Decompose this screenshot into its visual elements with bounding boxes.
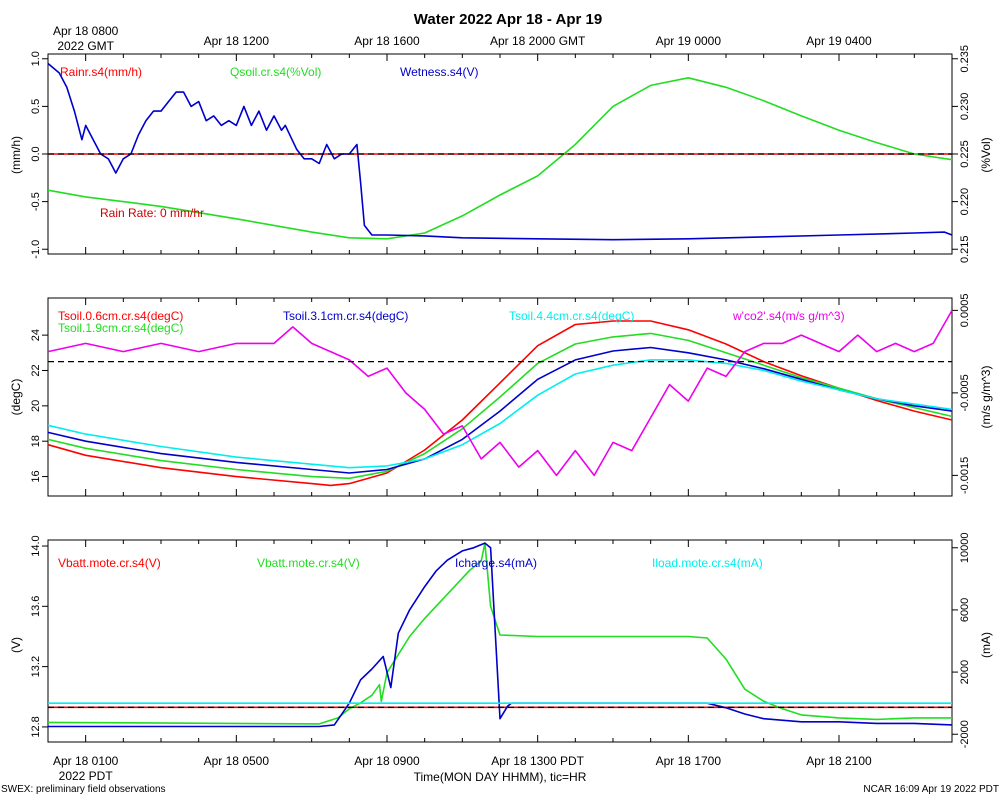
y2-tick-label: -2000 — [959, 720, 971, 748]
footer-left: SWEX: preliminary field observations — [1, 784, 166, 795]
y-tick-label: 1.0 — [30, 51, 42, 66]
y-tick-label: 22 — [30, 364, 42, 376]
panel-mote-power: 14.0 13.6 13.2 12.8 10000 6000 2000 -2000 (V) (mA… — [9, 532, 993, 748]
series-line-cyan — [47, 359, 953, 469]
legend-entry: Tsoil.1.9cm.cr.s4(degC) — [58, 321, 183, 335]
y-tick-label: 14.0 — [30, 535, 42, 556]
legend-entry: Tsoil.4.4cm.cr.s4(degC) — [509, 309, 634, 323]
panels: 1.0 0.5 0.0 -0.5 -1.0 0.235 0.230 0.225 0.220 0.2… — [9, 45, 993, 748]
legend-entry: Tsoil.0.6cm.cr.s4(degC) — [58, 309, 183, 323]
series-line-magenta — [47, 310, 953, 477]
series-line-blue — [48, 542, 953, 728]
top-tick-label: Apr 19 0400 — [806, 34, 872, 48]
bottom-tick-label: Apr 18 0900 — [354, 754, 420, 768]
bottom-tick-label: Apr 18 1300 PDT — [491, 754, 584, 768]
top-tick-label: Apr 18 1200 — [204, 34, 270, 48]
panel-soil-temperature: 24 22 20 18 16 0.0005 -0.0005 -0.0015 (degC) (m/s… — [9, 294, 993, 497]
panel-water: 1.0 0.5 0.0 -0.5 -1.0 0.235 0.230 0.225 0.220 0.2… — [9, 45, 993, 263]
legend-entry: Wetness.s4(V) — [400, 65, 478, 79]
y-tick-label: -1.0 — [30, 240, 42, 259]
top-tick-label: Apr 18 2000 GMT — [490, 34, 586, 48]
y-tick-label: 24 — [30, 329, 42, 341]
y2-axis-label: (mA) — [979, 632, 993, 658]
legend-entry: Iload.mote.cr.s4(mA) — [652, 556, 763, 570]
y2-tick-label: 0.0005 — [959, 294, 971, 328]
series-line-green — [47, 542, 952, 725]
series-line-red — [47, 320, 953, 487]
y2-tick-label: 0.220 — [959, 188, 971, 216]
y-tick-label: -0.5 — [30, 192, 42, 211]
top-tick-label: Apr 18 0800 — [53, 24, 119, 38]
legend-entry: Qsoil.cr.s4(%Vol) — [230, 65, 321, 79]
legend-entry: Vbatt.mote.cr.s4(V) — [257, 556, 360, 570]
y2-tick-label: 0.225 — [959, 140, 971, 168]
y2-tick-label: 0.215 — [959, 235, 971, 263]
series-line-green — [47, 332, 953, 480]
y-tick-label: 12.8 — [30, 716, 42, 737]
y-tick-label: 0.0 — [30, 146, 42, 161]
legend-entry: Vbatt.mote.cr.s4(V) — [58, 556, 161, 570]
legend-entry: Icharge.s4(mA) — [455, 556, 537, 570]
top-tick-label: 2022 GMT — [57, 39, 114, 53]
y-tick-label: 0.5 — [30, 99, 42, 114]
footer-right: NCAR 16:09 Apr 19 2022 PDT — [863, 784, 999, 795]
legend-entry: w'co2'.s4(m/s g/m^3) — [732, 309, 845, 323]
y2-tick-label: -0.0005 — [959, 374, 971, 411]
y-tick-label: 13.2 — [30, 656, 42, 677]
legend-entry: Tsoil.3.1cm.cr.s4(degC) — [283, 309, 408, 323]
series-line-blue — [47, 346, 953, 474]
bottom-tick-label: Apr 18 0100 — [53, 754, 119, 768]
series-line-green — [47, 77, 953, 240]
y-axis-label: (V) — [9, 637, 23, 653]
legend-entry: Rainr.s4(mm/h) — [60, 65, 142, 79]
top-tick-label: Apr 18 1600 — [354, 34, 420, 48]
y-axis-label: (degC) — [9, 379, 23, 416]
y2-tick-label: 0.230 — [959, 93, 971, 121]
y2-tick-label: -0.0015 — [959, 457, 971, 494]
y2-tick-label: 2000 — [959, 660, 971, 684]
bottom-tick-label-year: 2022 PDT — [59, 769, 114, 783]
bottom-tick-label: Apr 18 2100 — [806, 754, 872, 768]
bottom-tick-label: Apr 18 0500 — [204, 754, 270, 768]
y2-tick-label: 10000 — [959, 532, 971, 563]
figure-title: Water 2022 Apr 18 - Apr 19 — [414, 11, 602, 28]
bottom-tick-label: Apr 18 1700 — [656, 754, 722, 768]
top-tick-label: Apr 19 0000 — [656, 34, 722, 48]
y-axis-label: (mm/h) — [9, 136, 23, 174]
x-axis-label: Time(MON DAY HHMM), tic=HR — [414, 770, 587, 784]
y-tick-label: 13.6 — [30, 596, 42, 617]
y-tick-label: 16 — [30, 470, 42, 482]
y-tick-label: 20 — [30, 400, 42, 412]
y2-axis-label: (%Vol) — [979, 137, 993, 172]
y2-axis-label: (m/s g/m^3) — [979, 366, 993, 429]
y-tick-label: 18 — [30, 435, 42, 447]
y2-tick-label: 0.235 — [959, 45, 971, 73]
annotation-label: Rain Rate: 0 mm/hr — [100, 206, 204, 220]
series-line-blue — [47, 62, 953, 241]
y2-tick-label: 6000 — [959, 598, 971, 622]
